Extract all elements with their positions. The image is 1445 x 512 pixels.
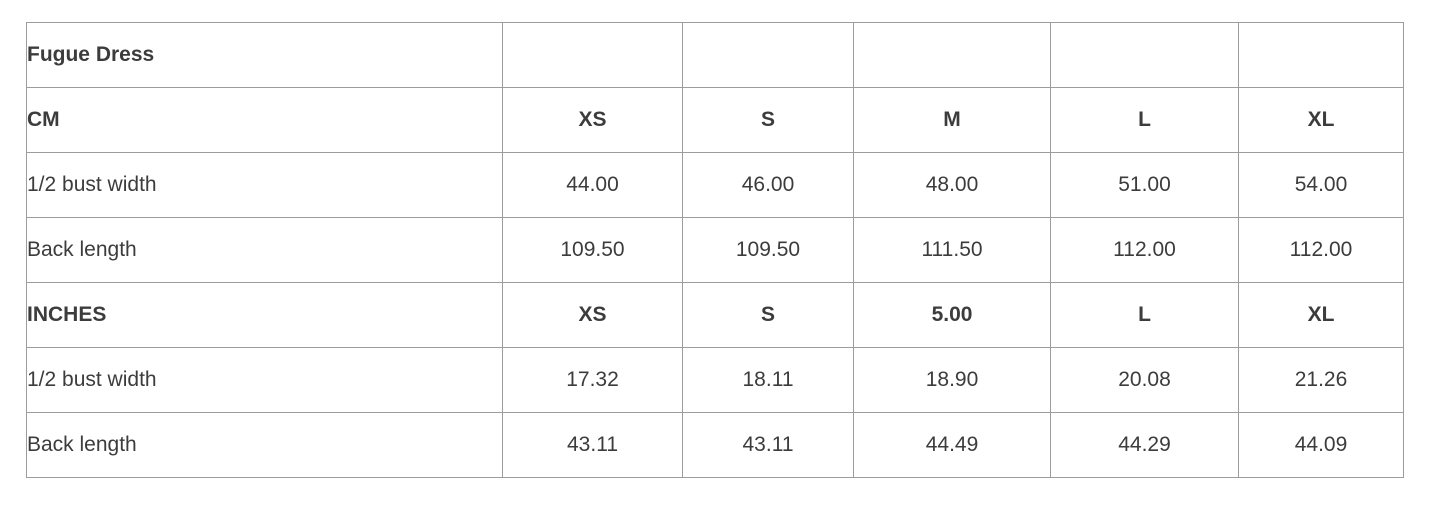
size-header-m: 5.00: [853, 282, 1051, 348]
empty-cell: [682, 22, 854, 88]
measurement-label: 1/2 bust width: [26, 152, 503, 218]
inches-back-row: Back length 43.11 43.11 44.49 44.29 44.0…: [26, 412, 1404, 478]
size-header-xl: XL: [1238, 282, 1404, 348]
unit-label-cm: CM: [26, 87, 503, 153]
measurement-value: 112.00: [1238, 217, 1404, 283]
size-header-l: L: [1050, 282, 1239, 348]
measurement-value: 54.00: [1238, 152, 1404, 218]
measurement-value: 44.29: [1050, 412, 1239, 478]
measurement-label: Back length: [26, 217, 503, 283]
cm-bust-row: 1/2 bust width 44.00 46.00 48.00 51.00 5…: [26, 152, 1404, 218]
cm-header-row: CM XS S M L XL: [26, 87, 1404, 153]
size-header-s: S: [682, 87, 854, 153]
title-row: Fugue Dress: [26, 22, 1404, 88]
cm-back-row: Back length 109.50 109.50 111.50 112.00 …: [26, 217, 1404, 283]
measurement-value: 43.11: [502, 412, 683, 478]
unit-label-inches: INCHES: [26, 282, 503, 348]
measurement-label: Back length: [26, 412, 503, 478]
empty-cell: [1050, 22, 1239, 88]
measurement-value: 21.26: [1238, 347, 1404, 413]
measurement-value: 44.09: [1238, 412, 1404, 478]
size-chart-container: Fugue Dress CM XS S M L XL: [26, 22, 1404, 478]
size-header-s: S: [682, 282, 854, 348]
size-header-xs: XS: [502, 87, 683, 153]
measurement-value: 109.50: [682, 217, 854, 283]
measurement-value: 48.00: [853, 152, 1051, 218]
empty-cell: [853, 22, 1051, 88]
size-header-xl: XL: [1238, 87, 1404, 153]
measurement-value: 46.00: [682, 152, 854, 218]
measurement-value: 17.32: [502, 347, 683, 413]
measurement-value: 111.50: [853, 217, 1051, 283]
measurement-value: 18.11: [682, 347, 854, 413]
size-header-l: L: [1050, 87, 1239, 153]
empty-cell: [502, 22, 683, 88]
inches-header-row: INCHES XS S 5.00 L XL: [26, 282, 1404, 348]
measurement-value: 18.90: [853, 347, 1051, 413]
measurement-value: 51.00: [1050, 152, 1239, 218]
size-header-m: M: [853, 87, 1051, 153]
size-header-xs: XS: [502, 282, 683, 348]
measurement-value: 20.08: [1050, 347, 1239, 413]
measurement-value: 43.11: [682, 412, 854, 478]
measurement-label: 1/2 bust width: [26, 347, 503, 413]
chart-title: Fugue Dress: [26, 22, 503, 88]
measurement-value: 44.00: [502, 152, 683, 218]
empty-cell: [1238, 22, 1404, 88]
measurement-value: 109.50: [502, 217, 683, 283]
measurement-value: 44.49: [853, 412, 1051, 478]
size-chart-table: Fugue Dress CM XS S M L XL: [26, 22, 1404, 478]
inches-bust-row: 1/2 bust width 17.32 18.11 18.90 20.08 2…: [26, 347, 1404, 413]
measurement-value: 112.00: [1050, 217, 1239, 283]
